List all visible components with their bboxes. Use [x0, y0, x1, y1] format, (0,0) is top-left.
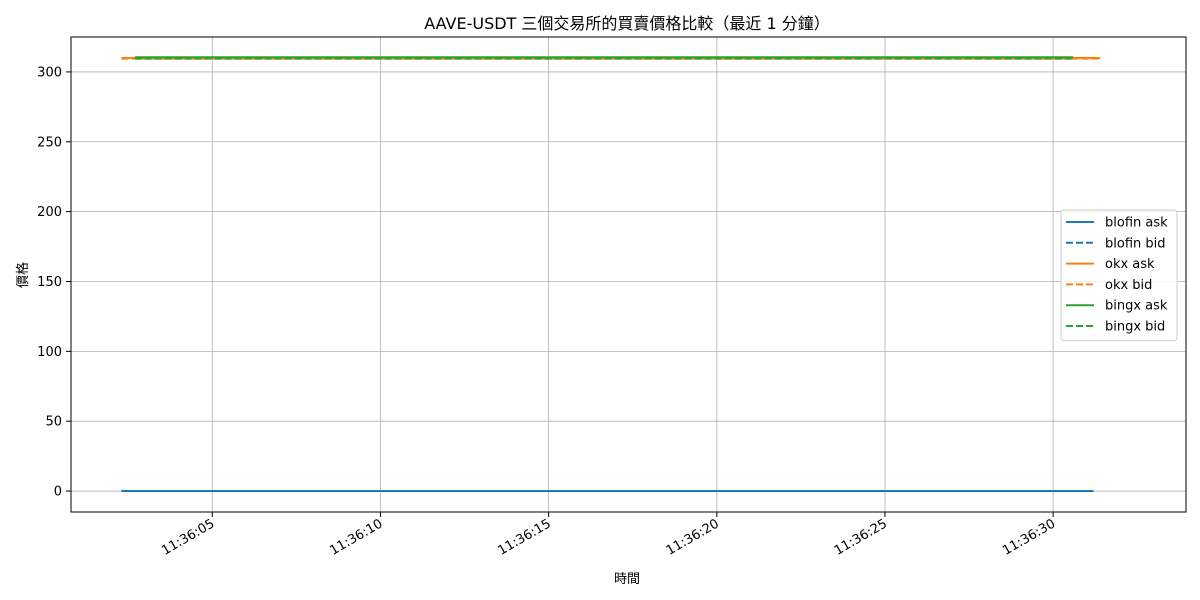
grid — [71, 37, 1186, 512]
y-tick-label: 300 — [37, 65, 62, 80]
legend-label: okx bid — [1105, 278, 1152, 293]
legend-label: okx ask — [1105, 257, 1155, 272]
legend-label: blofin ask — [1105, 216, 1168, 231]
legend-label: bingx ask — [1105, 299, 1168, 314]
legend-label: bingx bid — [1105, 320, 1165, 335]
chart-title: AAVE-USDT 三個交易所的買賣價格比較（最近 1 分鐘） — [424, 14, 830, 33]
y-tick-label: 250 — [37, 135, 62, 150]
y-axis-title: 價格 — [15, 262, 31, 288]
x-axis-title: 時間 — [614, 572, 640, 587]
y-tick-label: 150 — [37, 275, 62, 290]
series-lines — [121, 56, 1101, 493]
legend-label: blofin bid — [1105, 236, 1166, 251]
legend: blofin ask blofin bid okx ask okx bid bingx … — [1060, 209, 1178, 342]
y-tick-label: 100 — [37, 345, 62, 360]
plot-frame — [70, 36, 1187, 513]
y-tick-label: 50 — [45, 415, 62, 430]
y-tick-label: 200 — [37, 205, 62, 220]
y-tick-label: 0 — [54, 485, 62, 500]
